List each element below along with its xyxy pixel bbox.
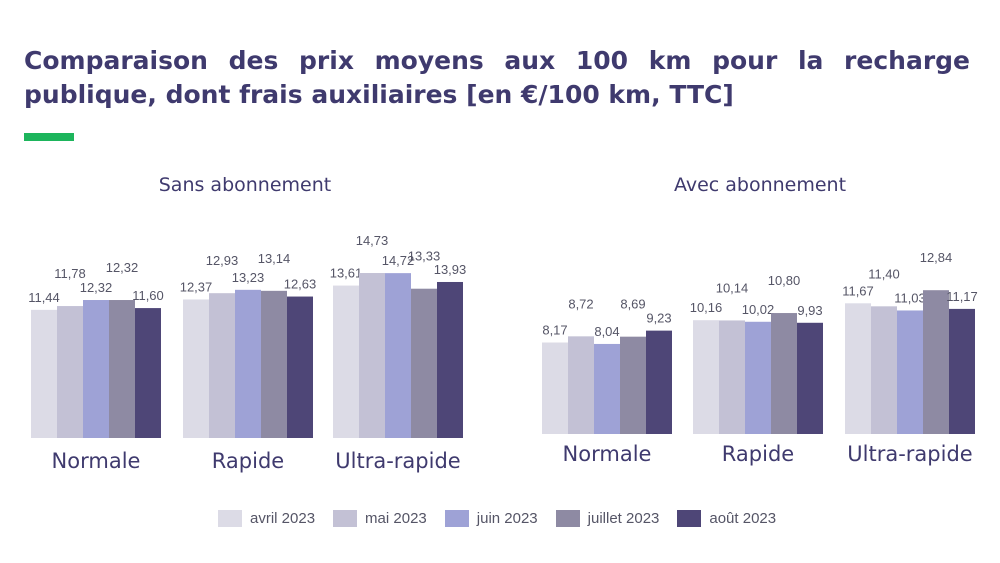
bar xyxy=(437,281,463,438)
bar xyxy=(109,300,135,438)
bar xyxy=(333,285,359,438)
data-label: 8,69 xyxy=(620,297,645,312)
bar xyxy=(568,336,594,434)
data-label: 9,93 xyxy=(797,303,822,318)
bar xyxy=(897,310,923,434)
bar xyxy=(235,289,261,438)
data-label: 14,73 xyxy=(356,233,389,248)
bar xyxy=(83,300,109,438)
data-label: 14,72 xyxy=(382,253,415,268)
category-label: Rapide xyxy=(212,449,284,473)
data-label: 8,04 xyxy=(594,324,619,339)
data-label: 8,17 xyxy=(542,322,567,337)
data-label: 11,44 xyxy=(28,290,60,305)
bar xyxy=(287,296,313,438)
bar xyxy=(261,290,287,438)
bar xyxy=(57,306,83,438)
legend-item: août 2023 xyxy=(677,510,776,527)
data-label: 12,84 xyxy=(920,250,953,265)
data-label: 12,37 xyxy=(180,279,213,294)
legend-label: juin 2023 xyxy=(476,510,538,527)
bar xyxy=(646,330,672,434)
data-label: 11,60 xyxy=(132,288,164,303)
category-label: Normale xyxy=(563,442,652,466)
legend-label: août 2023 xyxy=(709,510,777,527)
legend-item: juin 2023 xyxy=(444,510,538,527)
legend-label: mai 2023 xyxy=(365,510,427,527)
data-label: 13,93 xyxy=(434,262,467,277)
data-label: 12,32 xyxy=(80,280,113,295)
data-label: 10,14 xyxy=(716,280,749,295)
data-label: 12,32 xyxy=(106,260,139,275)
legend-swatch xyxy=(677,510,702,527)
bar xyxy=(719,320,745,434)
category-label: Ultra-rapide xyxy=(335,449,460,473)
data-label: 13,61 xyxy=(330,266,363,281)
bar xyxy=(385,273,411,438)
data-label: 11,17 xyxy=(946,289,978,304)
panel-avec-abonnement: 8,178,728,048,699,23 Normale 10,16 10,14 10,… xyxy=(542,250,978,466)
legend-label: avril 2023 xyxy=(250,510,316,527)
legend-item: mai 2023 xyxy=(333,510,427,527)
bar xyxy=(135,308,161,438)
data-label: 11,40 xyxy=(868,266,900,281)
category-label: Normale xyxy=(52,449,141,473)
category-label: Ultra-rapide xyxy=(847,442,972,466)
data-label: 10,16 xyxy=(690,300,723,315)
panel-title-sans-abonnement: Sans abonnement xyxy=(159,174,331,196)
category-label: Rapide xyxy=(722,442,794,466)
legend-item: avril 2023 xyxy=(218,510,315,527)
bar xyxy=(845,303,871,434)
data-label: 9,23 xyxy=(646,311,671,326)
bar xyxy=(411,288,437,438)
legend-swatch xyxy=(555,510,580,527)
data-label: 8,72 xyxy=(568,296,593,311)
bar xyxy=(359,273,385,438)
data-label: 12,63 xyxy=(284,277,317,292)
bar xyxy=(797,322,823,434)
chart-title: Comparaison des prix moyens aux 100 km p… xyxy=(24,46,970,109)
legend-label: juillet 2023 xyxy=(587,510,660,527)
bar xyxy=(209,293,235,438)
data-label: 13,33 xyxy=(408,249,441,264)
panel-sans-abonnement: 11,4411,7812,3212,3211,60Normale12,3712,… xyxy=(28,233,466,473)
data-label: 13,14 xyxy=(258,251,291,266)
bar xyxy=(771,313,797,434)
legend-swatch xyxy=(444,510,469,527)
data-label: 13,23 xyxy=(232,270,265,285)
bar xyxy=(620,336,646,434)
data-label: 10,80 xyxy=(768,273,801,288)
data-label: 10,02 xyxy=(742,302,775,317)
bar xyxy=(949,308,975,434)
bar xyxy=(693,320,719,434)
legend-swatch xyxy=(333,510,358,527)
data-label: 11,78 xyxy=(54,266,86,281)
data-label: 11,67 xyxy=(842,283,874,298)
legend-swatch xyxy=(218,510,242,527)
legend: avril 2023 mai 2023 juin 2023 juillet 20… xyxy=(218,510,776,527)
legend-item: juillet 2023 xyxy=(555,510,660,527)
bar xyxy=(594,343,620,434)
bar xyxy=(923,290,949,434)
bar xyxy=(31,309,57,438)
panel-title-avec-abonnement: Avec abonnement xyxy=(674,174,846,196)
bar xyxy=(183,299,209,438)
data-label: 11,03 xyxy=(894,290,926,305)
chart-canvas: Sans abonnement Avec abonnement 11,44 11,… xyxy=(28,174,978,473)
bar xyxy=(871,306,897,434)
bar xyxy=(745,321,771,434)
data-label: 12,93 xyxy=(206,253,239,268)
title-accent-bar xyxy=(24,133,74,141)
bar xyxy=(542,342,568,434)
